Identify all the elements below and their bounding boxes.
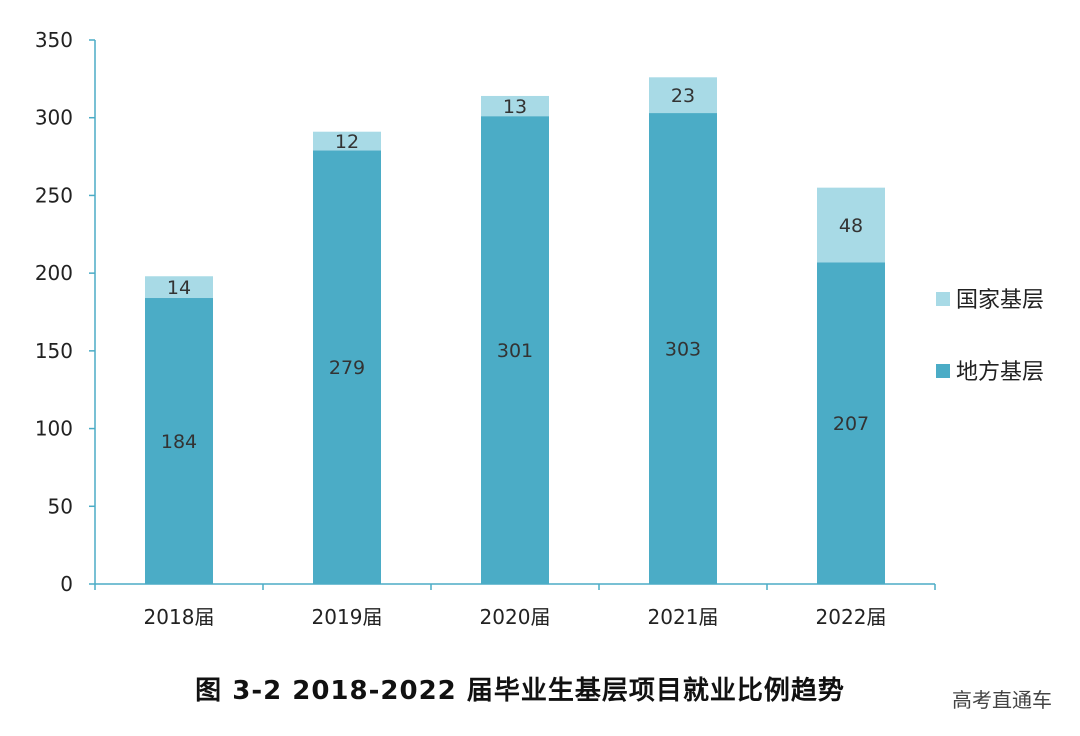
y-tick-label: 150	[35, 339, 73, 363]
data-label: 12	[335, 131, 359, 153]
x-tick-label: 2018届	[144, 605, 215, 629]
bar-national	[313, 131, 381, 151]
x-tick-label: 2019届	[312, 605, 383, 629]
chart-title: 图 3-2 2018-2022 届毕业生基层项目就业比例趋势	[195, 676, 845, 706]
y-tick-label: 250	[35, 183, 73, 207]
x-tick-label: 2022届	[816, 605, 887, 629]
bar-local	[313, 150, 381, 584]
data-label: 279	[329, 357, 365, 379]
x-tick-label: 2020届	[480, 605, 551, 629]
data-label: 301	[497, 340, 533, 362]
data-label: 23	[671, 85, 695, 107]
bar-local	[145, 298, 213, 584]
bar-local	[817, 262, 885, 584]
data-label: 48	[839, 215, 863, 237]
y-tick-label: 200	[35, 261, 73, 285]
data-label: 207	[833, 413, 869, 435]
x-tick-label: 2021届	[648, 605, 719, 629]
data-label: 303	[665, 339, 701, 361]
y-tick-label: 100	[35, 417, 73, 441]
bar-local	[481, 116, 549, 584]
data-label: 184	[161, 431, 197, 453]
watermark: 高考直通车	[952, 688, 1052, 712]
data-label: 13	[503, 96, 527, 118]
legend-label: 国家基层	[956, 288, 1044, 313]
bar-national	[817, 187, 885, 263]
bar-local	[649, 113, 717, 585]
y-tick-label: 0	[60, 572, 73, 596]
y-tick-label: 350	[35, 28, 73, 52]
bar-national	[649, 77, 717, 114]
legend-swatch	[936, 292, 950, 306]
data-label: 14	[167, 277, 191, 299]
legend-label: 地方基层	[956, 360, 1044, 385]
y-tick-label: 50	[48, 494, 73, 518]
legend-swatch	[936, 364, 950, 378]
y-tick-label: 300	[35, 106, 73, 130]
bar-national	[145, 276, 213, 299]
bar-national	[481, 95, 549, 117]
